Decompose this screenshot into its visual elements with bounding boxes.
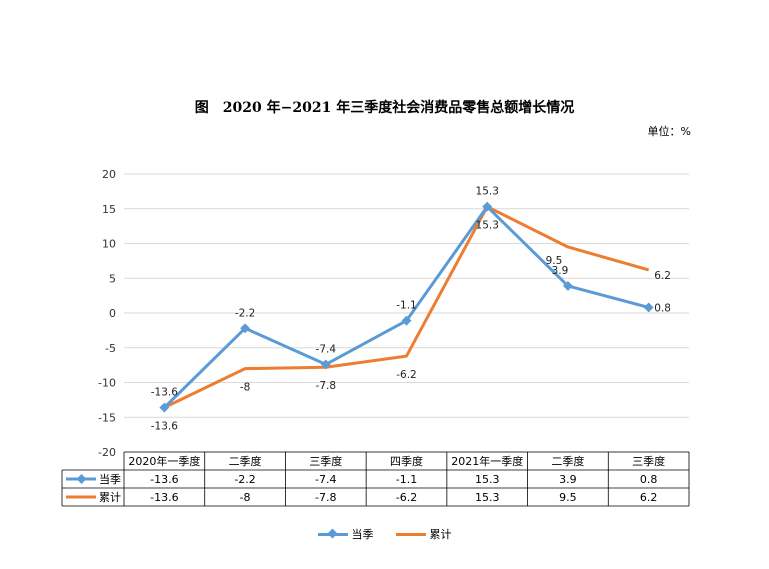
y-tick-label: 5 <box>109 272 116 285</box>
y-tick-label: 0 <box>109 307 116 320</box>
legend: 当季 累计 <box>0 526 769 542</box>
category-label: 三季度 <box>309 454 342 468</box>
table-cell-value: -2.2 <box>234 473 255 486</box>
y-tick-label: -20 <box>98 446 116 459</box>
table-cell-value: -13.6 <box>150 473 178 486</box>
data-point-quarter <box>320 359 331 370</box>
series-line-cumulative <box>163 205 650 409</box>
table-cell-value: -7.8 <box>315 491 336 504</box>
data-label-quarter: 15.3 <box>476 186 499 198</box>
table-cell-value: 15.3 <box>475 491 500 504</box>
legend-label-cumulative: 累计 <box>429 528 452 541</box>
data-label-cumulative: -6.2 <box>396 369 417 381</box>
legend-label-quarter: 当季 <box>351 528 374 541</box>
table-cell-value: 3.9 <box>559 473 577 486</box>
data-label-quarter: -1.1 <box>396 300 417 312</box>
data-label-quarter: 0.8 <box>654 302 671 314</box>
category-label: 三季度 <box>632 454 665 468</box>
y-tick-label: 20 <box>102 168 116 181</box>
legend-item-quarter: 当季 <box>317 526 374 542</box>
table-cell-value: -1.1 <box>396 473 417 486</box>
category-label: 2021年一季度 <box>451 454 523 468</box>
data-label-cumulative: -13.6 <box>151 421 178 433</box>
y-tick-label: -15 <box>98 411 116 424</box>
y-tick-label: 15 <box>102 203 116 216</box>
data-label-cumulative: -7.8 <box>316 380 337 392</box>
table-cell-value: -13.6 <box>150 491 178 504</box>
data-label-cumulative: -8 <box>240 382 250 394</box>
chart-title: 图 2020 年−2021 年三季度社会消费品零售总额增长情况 <box>194 100 575 116</box>
category-label: 二季度 <box>229 454 262 468</box>
category-label: 二季度 <box>551 454 584 468</box>
y-tick-label: -10 <box>98 377 116 390</box>
legend-marker-quarter <box>327 528 337 539</box>
data-label-cumulative: 9.5 <box>546 255 563 267</box>
table-series-label: 累计 <box>99 491 121 504</box>
category-label: 2020年一季度 <box>128 454 200 468</box>
data-point-quarter <box>562 280 573 291</box>
data-label-quarter: -7.4 <box>316 343 337 355</box>
table-cell-value: 9.5 <box>559 491 577 504</box>
legend-line-cumulative <box>395 533 426 536</box>
table-cell-value: -7.4 <box>315 473 336 486</box>
data-label-cumulative: 6.2 <box>654 270 671 282</box>
table-legend-marker <box>76 474 87 484</box>
data-label-quarter: -2.2 <box>235 307 256 319</box>
y-tick-label: -5 <box>105 342 116 355</box>
y-tick-label: 10 <box>102 238 116 251</box>
data-point-quarter <box>482 201 493 212</box>
data-label-quarter: 3.9 <box>552 265 569 277</box>
legend-swatch-quarter <box>317 528 348 539</box>
data-point-quarter <box>643 302 654 313</box>
table-cell-value: -8 <box>240 491 251 504</box>
data-point-quarter <box>401 315 412 326</box>
legend-item-cumulative: 累计 <box>395 526 452 542</box>
table-cell-value: 15.3 <box>475 473 500 486</box>
table-series-label: 当季 <box>99 472 121 486</box>
data-point-quarter <box>159 402 170 413</box>
table-cell-value: 0.8 <box>640 473 658 486</box>
legend-swatch-cumulative <box>395 529 426 539</box>
table-cell-value: 6.2 <box>640 491 658 504</box>
data-label-cumulative: 15.3 <box>476 220 499 232</box>
category-label: 四季度 <box>390 454 423 468</box>
data-label-quarter: -13.6 <box>151 387 178 399</box>
table-cell-value: -6.2 <box>396 491 417 504</box>
data-point-quarter <box>240 323 251 334</box>
unit-label: 单位：% <box>647 125 691 138</box>
